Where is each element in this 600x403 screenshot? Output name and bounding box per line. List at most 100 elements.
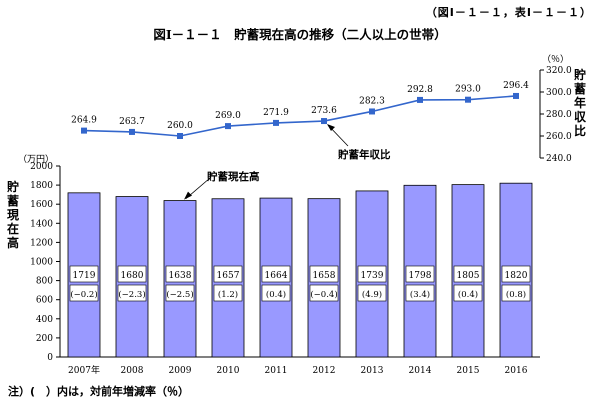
value-label-box (357, 265, 387, 283)
line-point (273, 119, 279, 126)
line-value-label: 282.3 (359, 96, 385, 106)
footnote: 注）( ）内は，対前年増減率（％） (8, 385, 190, 398)
line-point (225, 123, 231, 130)
bar-value-label: 1820 (505, 271, 528, 281)
figure-reference: （図Ⅰ－１－１，表Ⅰ－１－１） (425, 6, 592, 19)
bar-value-label: 1719 (73, 271, 96, 281)
value-label-box (453, 265, 483, 283)
line-y-tick-label: 300.0 (546, 88, 572, 98)
change-label-box (165, 284, 195, 302)
line-value-label: 293.0 (455, 85, 481, 95)
savings-income-ratio-line (83, 95, 517, 137)
line-axis-title: 貯蓄年収比 (573, 68, 586, 138)
x-tick-label: 2015 (457, 366, 480, 376)
bar-change-label: (−0.2) (70, 289, 97, 300)
line-y-tick-label: 320.0 (546, 66, 572, 76)
bar-change-label: (0.8) (506, 289, 526, 300)
line-point (177, 133, 183, 139)
bar-change-label: (−2.5) (166, 289, 193, 300)
change-label-box (453, 284, 483, 302)
x-tick-label: 2012 (313, 366, 336, 376)
bar-change-label: (−0.4) (310, 289, 337, 300)
line-y-tick-label: 240.0 (546, 154, 572, 164)
line-point (465, 96, 471, 103)
bar-value-label: 1638 (169, 271, 192, 281)
bar-y-tick-label: 1000 (30, 258, 53, 268)
value-label-box (117, 265, 147, 283)
value-label-box (165, 265, 195, 283)
change-label-box (261, 284, 291, 302)
bar-value-label: 1664 (265, 271, 288, 281)
value-label-box (501, 265, 531, 283)
bar-callout-arrow (184, 191, 192, 200)
line-y-tick-label: 260.0 (546, 132, 572, 142)
bar-y-tick-label: 0 (47, 353, 53, 363)
line-value-label: 271.9 (263, 108, 289, 118)
line-point (417, 96, 423, 103)
bar-y-tick-label: 1800 (30, 181, 53, 191)
bar-y-tick-label: 2000 (30, 162, 53, 172)
bar-value-label: 1680 (121, 271, 144, 281)
x-tick-label: 2009 (169, 366, 192, 376)
line-axis: 240.0 260.0 280.0 300.0 320.0（％） (539, 54, 572, 164)
x-tick-label: 2007年 (68, 364, 100, 376)
bar-change-label: (−2.3) (118, 289, 145, 300)
bar-value-label: 1658 (313, 271, 336, 281)
line-y-unit: （％） (542, 54, 569, 65)
bar-y-tick-label: 800 (36, 277, 53, 287)
value-label-box (405, 265, 435, 283)
bars: 1719 (−0.2) 2007年 1680 (−2.3) 2008 1638 (−2.5) 2… (67, 182, 533, 376)
change-label-box (405, 284, 435, 302)
bar-change-label: (0.4) (458, 289, 478, 300)
bar-axis-title: 貯蓄現在高 (6, 180, 19, 250)
bar-y-tick-label: 1400 (30, 219, 53, 229)
bar-y-tick-label: 600 (36, 296, 53, 306)
change-label-box (117, 284, 147, 302)
bar-change-label: (3.4) (410, 289, 430, 300)
bar-change-label: (4.9) (362, 289, 382, 300)
bar-change-label: (1.2) (218, 289, 238, 300)
bar-value-label: 1739 (361, 271, 384, 281)
line-value-label: 296.4 (503, 81, 529, 91)
bar-y-tick-label: 200 (36, 334, 53, 344)
x-tick-label: 2016 (505, 366, 528, 376)
x-tick-label: 2014 (409, 366, 432, 376)
change-label-box (213, 284, 243, 302)
line-value-label: 260.0 (167, 121, 193, 131)
change-label-box (69, 284, 99, 302)
bar-y-tick-label: 1200 (30, 238, 53, 248)
line-point (513, 92, 519, 99)
bar-value-label: 1805 (457, 271, 480, 281)
line-value-label: 292.8 (407, 85, 433, 95)
line-value-label: 273.6 (311, 106, 337, 116)
line-value-label: 269.0 (215, 111, 241, 121)
bar-y-tick-label: 400 (36, 315, 53, 325)
x-tick-label: 2008 (121, 366, 144, 376)
x-tick-label: 2010 (217, 366, 240, 376)
change-label-box (357, 284, 387, 302)
value-label-box (261, 265, 291, 283)
bar-y-unit: （万円） (18, 154, 54, 165)
line-value-label: 263.7 (119, 117, 145, 127)
bar-change-label: (0.4) (266, 289, 286, 300)
x-tick-label: 2013 (361, 366, 384, 376)
line-point (81, 127, 87, 134)
bar-callout-label: 貯蓄現在高 (207, 170, 260, 183)
line-point (129, 128, 135, 135)
bar-y-tick-label: 1600 (30, 200, 53, 210)
bar-value-label: 1798 (409, 271, 432, 281)
change-label-box (501, 284, 531, 302)
line-value-label: 264.9 (71, 116, 97, 126)
value-label-box (69, 265, 99, 283)
change-label-box (309, 284, 339, 302)
x-tick-label: 2011 (265, 366, 288, 376)
page-title: 図Ⅰ－１－１ 貯蓄現在高の推移（二人以上の世帯） (153, 27, 447, 42)
bar-value-label: 1657 (217, 271, 240, 281)
line-series: 264.9 263.7 260.0 269.0 271.9 273.6 282.3 292.8… (71, 81, 529, 139)
line-point (321, 118, 327, 125)
line-callout-label: 貯蓄年収比 (338, 148, 391, 161)
line-y-tick-label: 280.0 (546, 110, 572, 120)
line-callout-arrow (327, 124, 335, 132)
value-label-box (309, 265, 339, 283)
